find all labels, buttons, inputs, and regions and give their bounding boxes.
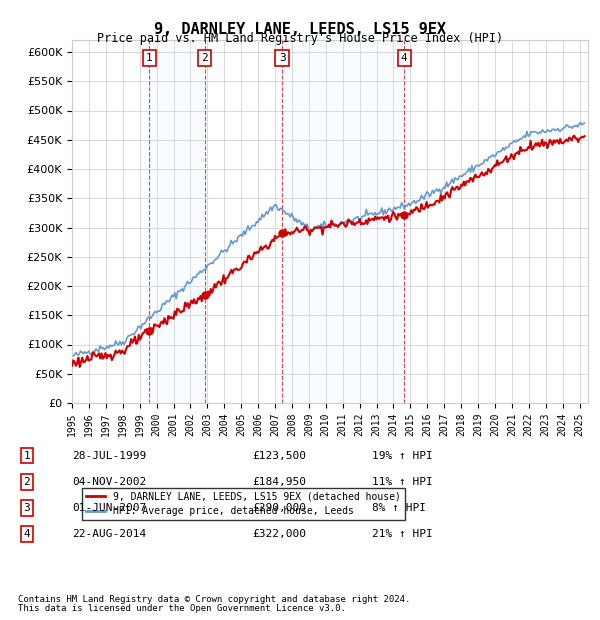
Text: £123,500: £123,500: [252, 451, 306, 461]
Text: £322,000: £322,000: [252, 529, 306, 539]
Text: 21% ↑ HPI: 21% ↑ HPI: [372, 529, 433, 539]
Text: 1: 1: [23, 451, 31, 461]
Text: 28-JUL-1999: 28-JUL-1999: [72, 451, 146, 461]
Text: 3: 3: [279, 53, 286, 63]
Text: 01-JUN-2007: 01-JUN-2007: [72, 503, 146, 513]
Text: 22-AUG-2014: 22-AUG-2014: [72, 529, 146, 539]
Text: 9, DARNLEY LANE, LEEDS, LS15 9EX: 9, DARNLEY LANE, LEEDS, LS15 9EX: [154, 22, 446, 37]
Text: 11% ↑ HPI: 11% ↑ HPI: [372, 477, 433, 487]
Bar: [149, 40, 205, 403]
Text: 2: 2: [201, 53, 208, 63]
Text: 4: 4: [23, 529, 31, 539]
Text: Price paid vs. HM Land Registry's House Price Index (HPI): Price paid vs. HM Land Registry's House …: [97, 32, 503, 45]
Text: 8% ↑ HPI: 8% ↑ HPI: [372, 503, 426, 513]
Text: 19% ↑ HPI: 19% ↑ HPI: [372, 451, 433, 461]
Text: Contains HM Land Registry data © Crown copyright and database right 2024.: Contains HM Land Registry data © Crown c…: [18, 595, 410, 604]
Text: 3: 3: [23, 503, 31, 513]
Text: £290,000: £290,000: [252, 503, 306, 513]
Text: This data is licensed under the Open Government Licence v3.0.: This data is licensed under the Open Gov…: [18, 603, 346, 613]
Text: 1: 1: [146, 53, 152, 63]
Text: £184,950: £184,950: [252, 477, 306, 487]
Text: 2: 2: [23, 477, 31, 487]
Legend: 9, DARNLEY LANE, LEEDS, LS15 9EX (detached house), HPI: Average price, detached : 9, DARNLEY LANE, LEEDS, LS15 9EX (detach…: [82, 488, 405, 520]
Bar: [282, 40, 404, 403]
Text: 04-NOV-2002: 04-NOV-2002: [72, 477, 146, 487]
Text: 4: 4: [401, 53, 407, 63]
